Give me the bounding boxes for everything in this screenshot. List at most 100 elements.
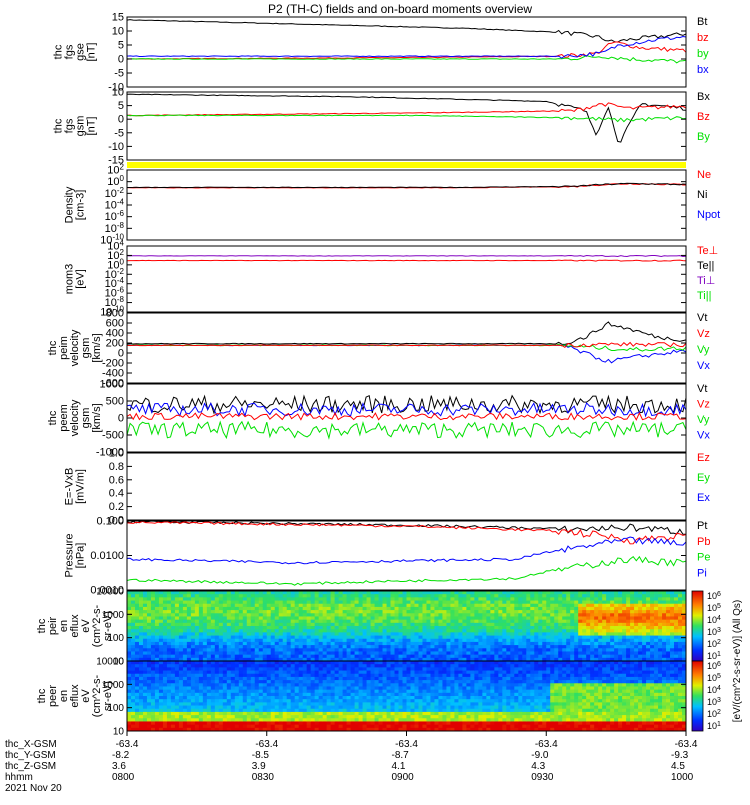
spectrogram-cell [514,613,518,617]
spectrogram-cell [195,696,199,700]
spectrogram-cell [331,645,335,649]
spectrogram-cell [542,620,546,624]
spectrogram-cell [143,616,147,620]
spectrogram-cell [678,655,682,659]
spectrogram-cell [139,702,143,706]
spectrogram-cell [295,671,299,675]
spectrogram-cell [323,601,327,605]
spectrogram-cell [307,709,311,713]
spectrogram-cell [231,712,235,716]
spectrogram-cell [187,648,191,652]
spectrogram-cell [355,661,359,665]
spectrogram-cell [239,686,243,690]
spectrogram-cell [319,604,323,608]
spectrogram-cell [295,597,299,601]
spectrogram-cell [367,623,371,627]
spectrogram-cell [610,636,614,640]
spectrogram-cell [422,725,426,729]
spectrogram-cell [251,651,255,655]
spectrogram-cell [167,620,171,624]
spectrogram-cell [283,667,287,671]
spectrogram-cell [355,632,359,636]
spectrogram-cell [498,601,502,605]
spectrogram-cell [414,693,418,697]
spectrogram-cell [171,613,175,617]
spectrogram-cell [347,690,351,694]
spectrogram-cell [518,623,522,627]
spectrogram-cell [131,629,135,633]
spectrogram-cell [442,620,446,624]
spectrogram-cell [275,591,279,595]
spectrogram-cell [311,671,315,675]
spectrogram-cell [263,715,267,719]
spectrogram-cell [251,626,255,630]
spectrogram-cell [371,674,375,678]
spectrogram-cell [399,683,403,687]
spectrogram-cell [446,613,450,617]
spectrogram-cell [546,645,550,649]
spectrogram-cell [159,626,163,630]
spectrogram-cell [155,709,159,713]
spectrogram-cell [574,613,578,617]
spectrogram-cell [630,623,634,627]
spectrogram-cell [542,591,546,595]
spectrogram-cell [550,623,554,627]
spectrogram-cell [251,642,255,646]
spectrogram-cell [163,721,167,725]
spectrogram-cell [319,664,323,668]
spectrogram-cell [478,591,482,595]
spectrogram-cell [642,597,646,601]
spectrogram-cell [502,642,506,646]
spectrogram-cell [534,604,538,608]
spectrogram-cell [183,645,187,649]
spectrogram-cell [199,648,203,652]
legend-pb: Pb [697,536,710,548]
spectrogram-cell [235,715,239,719]
spectrogram-cell [207,607,211,611]
spectrogram-cell [418,712,422,716]
spectrogram-cell [235,661,239,665]
spectrogram-cell [454,632,458,636]
spectrogram-cell [355,690,359,694]
spectrogram-cell [546,626,550,630]
spectrogram-cell [251,601,255,605]
spectrogram-cell [638,604,642,608]
spectrogram-cell [622,639,626,643]
spectrogram-cell [371,642,375,646]
spectrogram-cell [478,601,482,605]
spectrogram-cell [658,651,662,655]
spectrogram-cell [430,620,434,624]
spectrogram-cell [203,651,207,655]
spectrogram-cell [351,680,355,684]
spectrogram-cell [367,680,371,684]
spectrogram-cell [219,664,223,668]
spectrogram-cell [327,636,331,640]
spectrogram-cell [546,632,550,636]
spectrogram-cell [666,642,670,646]
spectrogram-cell [279,651,283,655]
spectrogram-cell [562,616,566,620]
spectrogram-cell [410,623,414,627]
spectrogram-cell [351,712,355,716]
spectrogram-cell [371,597,375,601]
spectrogram-cell [530,613,534,617]
spectrogram-cell [391,712,395,716]
spectrogram-cell [339,696,343,700]
spectrogram-cell [662,594,666,598]
spectrogram-cell [203,677,207,681]
spectrogram-cell [634,607,638,611]
spectrogram-cell [422,597,426,601]
spectrogram-cell [371,648,375,652]
spectrogram-cell [291,693,295,697]
spectrogram-cell [243,664,247,668]
spectrogram-cell [247,620,251,624]
spectrogram-cell [610,597,614,601]
spectrogram-cell [127,645,131,649]
y-tick-label: 0.100 [96,516,124,528]
spectrogram-cell [383,699,387,703]
spectrogram-cell [275,604,279,608]
spectrogram-cell [478,651,482,655]
spectrogram-cell [407,725,411,729]
spectrogram-cell [426,604,430,608]
spectrogram-cell [470,604,474,608]
